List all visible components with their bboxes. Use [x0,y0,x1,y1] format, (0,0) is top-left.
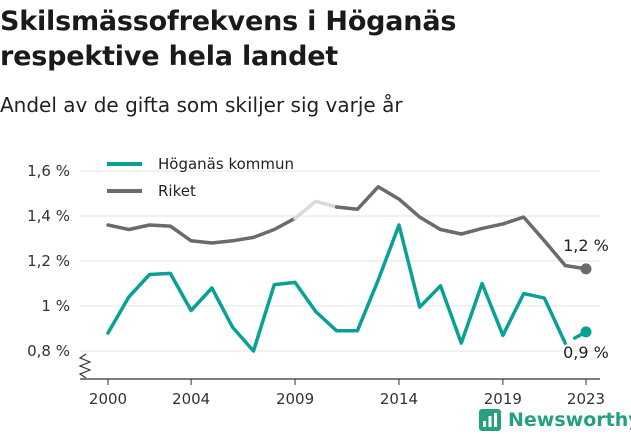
series-line-hoganas [106,223,567,353]
x-axis [78,353,600,380]
legend-label: Riket [158,182,196,200]
chart-subtitle: Andel av de gifta som skiljer sig varje … [0,93,403,117]
x-tick-label: 2023 [567,390,605,408]
bar-chart-icon [479,409,501,431]
y-tick-label: 1,2 % [27,252,70,270]
end-point-marker [580,263,592,275]
end-value-label: 0,9 % [563,343,609,362]
series-line-riket [106,216,297,245]
newsworthy-logo: Newsworthy [478,408,631,432]
x-tick-label: 2009 [276,390,314,408]
y-axis-ticks: 0,8 % 1 % 1,2 % 1,4 % 1,6 % [27,162,70,360]
end-value-label: 1,2 % [563,236,609,255]
end-point-marker [580,326,592,338]
series-line-riket-gap [293,199,339,221]
x-tick-label: 2014 [380,390,418,408]
legend: Höganäs kommun Riket [107,155,294,200]
x-tick-label: 2019 [484,390,522,408]
chart-title: Skilsmässofrekvens i Höganäs respektive … [0,6,457,72]
brand-name: Newsworthy [508,409,631,431]
series-lines [106,185,592,353]
y-tick-label: 1 % [41,297,70,315]
x-tick-label: 2004 [172,390,210,408]
y-tick-label: 0,8 % [27,342,70,360]
axis-break-icon [78,353,92,379]
series-line-riket-2 [334,185,567,268]
grid-lines [80,170,600,352]
y-tick-label: 1,4 % [27,207,70,225]
x-axis-ticks: 2000 2004 2009 2014 2019 2023 [89,379,605,408]
y-tick-label: 1,6 % [27,162,70,180]
x-tick-label: 2000 [89,390,127,408]
end-labels: 0,9 % 1,2 % [563,236,609,362]
legend-label: Höganäs kommun [158,155,294,173]
